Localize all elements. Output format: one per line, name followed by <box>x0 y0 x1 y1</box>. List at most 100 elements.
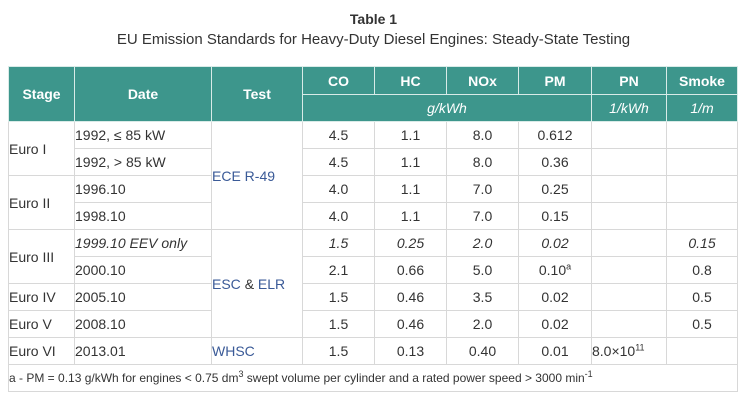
hc-cell: 1.1 <box>374 121 447 149</box>
table-row: Euro VI 2013.01 WHSC 1.5 0.13 0.40 0.01 … <box>8 337 738 365</box>
test-separator: & <box>244 275 255 292</box>
nox-cell: 2.0 <box>446 310 519 338</box>
footnote-row: a - PM = 0.13 g/kWh for engines < 0.75 d… <box>8 364 738 392</box>
table-row: Euro II 1996.10 4.0 1.1 7.0 0.25 <box>8 175 738 230</box>
footnote-sup-1: 3 <box>238 369 244 379</box>
header-date: Date <box>74 66 212 122</box>
table-row: 2000.10 2.1 0.66 5.0 0.10a 0.8 <box>9 256 738 284</box>
unit-pn: 1/kWh <box>591 94 667 122</box>
table-row: 1998.10 4.0 1.1 7.0 0.15 <box>9 202 738 230</box>
table-row: Euro V 2008.10 1.5 0.46 2.0 0.02 0.5 <box>8 310 738 338</box>
hc-cell: 0.46 <box>374 310 447 338</box>
date-cell: 2000.10 <box>74 256 212 284</box>
test-cell: ECE R-49 <box>211 121 303 230</box>
test-link-whsc[interactable]: WHSC <box>212 343 255 359</box>
stage-cell: Euro I <box>8 121 75 176</box>
co-cell: 1.5 <box>302 310 375 338</box>
table-label: Table 1 <box>349 11 398 27</box>
co-cell: 4.0 <box>302 175 375 203</box>
pn-cell <box>591 121 667 149</box>
pm-cell: 0.02 <box>518 229 592 257</box>
nox-cell: 8.0 <box>446 121 519 149</box>
nox-cell: 8.0 <box>446 148 519 176</box>
header-stage: Stage <box>8 66 75 122</box>
smoke-cell <box>666 337 738 365</box>
pn-cell <box>591 175 667 203</box>
unit-row: g/kWh 1/kWh 1/m <box>9 94 738 122</box>
pn-cell <box>591 202 667 230</box>
co-cell: 1.5 <box>302 229 375 257</box>
pm-cell: 0.02 <box>518 310 592 338</box>
pm-value: 0.10 <box>538 262 567 278</box>
nox-cell: 3.5 <box>446 283 519 311</box>
hc-cell: 0.66 <box>374 256 447 284</box>
pn-cell <box>591 310 667 338</box>
table-row: 1992, > 85 kW 4.5 1.1 8.0 0.36 <box>9 148 738 176</box>
stage-cell: Euro II <box>8 175 75 230</box>
nox-cell: 5.0 <box>446 256 519 284</box>
unit-mass: g/kWh <box>302 94 592 122</box>
test-link-elr[interactable]: ELR <box>257 275 286 292</box>
header-co: CO <box>302 66 375 95</box>
header-hc: HC <box>374 66 447 95</box>
smoke-cell: 0.8 <box>666 256 738 284</box>
pm-cell: 0.15 <box>518 202 592 230</box>
header-pn: PN <box>591 66 667 95</box>
header-smoke: Smoke <box>666 66 738 95</box>
co-cell: 4.5 <box>302 121 375 149</box>
table-row: Euro III 1999.10 EEV only ESC & ELR 1.5 … <box>8 229 738 338</box>
hc-cell: 0.13 <box>374 337 447 365</box>
smoke-cell <box>666 202 738 230</box>
hc-cell: 0.46 <box>374 283 447 311</box>
date-cell: 1992, > 85 kW <box>74 148 212 176</box>
stage-cell: Euro IV <box>8 283 75 311</box>
test-link-ece-r49[interactable]: ECE R-49 <box>212 167 276 184</box>
footnote-text-1: a - PM = 0.13 g/kWh for engines < 0.75 d… <box>9 371 239 385</box>
hc-cell: 0.25 <box>374 229 447 257</box>
emission-standards-table: Stage Date Test CO HC NOx PM PN Smoke g/… <box>8 66 738 392</box>
table-row: Euro IV 2005.10 1.5 0.46 3.5 0.02 0.5 <box>8 283 738 311</box>
footnote-sup-2: -1 <box>584 369 593 379</box>
nox-cell: 7.0 <box>446 202 519 230</box>
test-cell: WHSC <box>211 337 303 365</box>
nox-cell: 2.0 <box>446 229 519 257</box>
pn-cell: 8.0×1011 <box>591 337 667 365</box>
header-pm: PM <box>518 66 592 95</box>
footnote-marker: a <box>566 261 572 272</box>
date-cell: 1992, ≤ 85 kW <box>74 121 212 149</box>
stage-cell: Euro III <box>8 229 75 284</box>
test-link-esc[interactable]: ESC <box>212 275 241 292</box>
co-cell: 1.5 <box>302 283 375 311</box>
table-row: Euro I 1992, ≤ 85 kW ECE R-49 4.5 1.1 8.… <box>8 121 738 230</box>
smoke-cell <box>666 121 738 149</box>
pm-cell: 0.25 <box>518 175 592 203</box>
pn-value: 8.0×10 <box>592 343 636 359</box>
pn-cell <box>591 148 667 176</box>
pn-cell <box>591 256 667 284</box>
pm-cell: 0.612 <box>518 121 592 149</box>
co-cell: 4.0 <box>302 202 375 230</box>
stage-cell: Euro V <box>8 310 75 338</box>
date-cell: 2005.10 <box>74 283 212 311</box>
date-cell: 2013.01 <box>74 337 212 365</box>
smoke-cell <box>666 175 738 203</box>
test-cell: ESC & ELR <box>211 229 303 338</box>
date-cell: 1998.10 <box>74 202 212 230</box>
nox-cell: 0.40 <box>446 337 519 365</box>
nox-cell: 7.0 <box>446 175 519 203</box>
pm-cell: 0.36 <box>518 148 592 176</box>
table-title: EU Emission Standards for Heavy-Duty Die… <box>116 31 631 48</box>
hc-cell: 1.1 <box>374 175 447 203</box>
smoke-cell: 0.5 <box>666 283 738 311</box>
unit-smoke: 1/m <box>666 94 738 122</box>
pm-cell: 0.10a <box>518 256 592 284</box>
header-row: Stage Date Test CO HC NOx PM PN Smoke <box>8 66 738 122</box>
date-cell: 1996.10 <box>74 175 212 203</box>
hc-cell: 1.1 <box>374 202 447 230</box>
header-test: Test <box>211 66 303 122</box>
date-cell: 2008.10 <box>74 310 212 338</box>
pn-cell <box>591 229 667 257</box>
footnote-text-2: swept volume per cylinder and a rated po… <box>243 371 585 385</box>
smoke-cell <box>666 148 738 176</box>
pm-cell: 0.01 <box>518 337 592 365</box>
